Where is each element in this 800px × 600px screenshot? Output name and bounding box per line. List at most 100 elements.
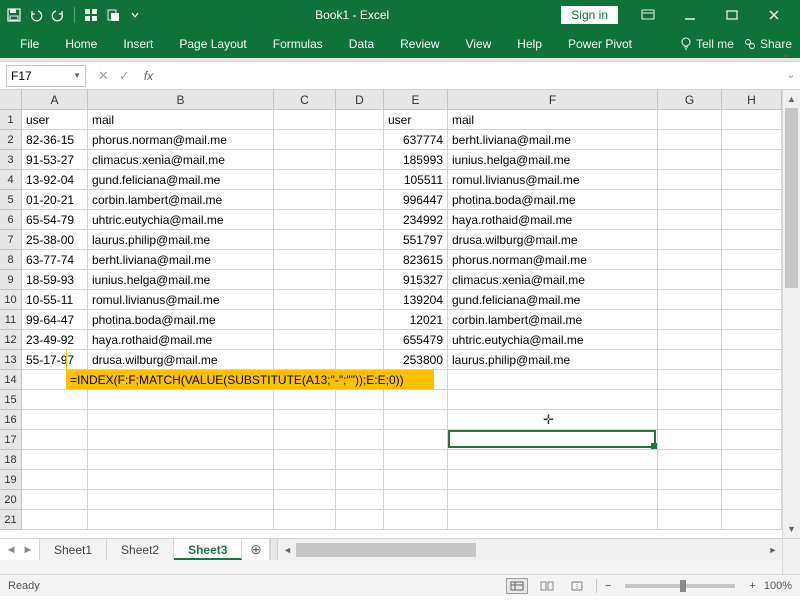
cell-H11[interactable]: [722, 310, 782, 330]
cell-C8[interactable]: [274, 250, 336, 270]
cell-A15[interactable]: [22, 390, 88, 410]
ribbon-collapse-bar[interactable]: ⌃: [0, 58, 800, 62]
cell-H17[interactable]: [722, 430, 782, 450]
cell-G10[interactable]: [658, 290, 722, 310]
cell-H14[interactable]: [722, 370, 782, 390]
cell-E15[interactable]: [384, 390, 448, 410]
fx-icon[interactable]: fx: [144, 69, 153, 83]
zoom-out-button[interactable]: −: [605, 580, 611, 592]
cell-G1[interactable]: [658, 110, 722, 130]
enter-icon[interactable]: ✓: [119, 68, 130, 84]
tab-splitter[interactable]: [270, 539, 278, 560]
cell-A17[interactable]: [22, 430, 88, 450]
sheet-tab-sheet1[interactable]: Sheet1: [40, 539, 107, 560]
nav-prev-icon[interactable]: ◄: [6, 544, 17, 556]
scroll-up-icon[interactable]: ▲: [783, 90, 800, 108]
cell-G7[interactable]: [658, 230, 722, 250]
cell-B18[interactable]: [88, 450, 274, 470]
cell-A7[interactable]: 25-38-00: [22, 230, 88, 250]
signin-button[interactable]: Sign in: [561, 6, 618, 24]
cell-D6[interactable]: [336, 210, 384, 230]
cell-F20[interactable]: [448, 490, 658, 510]
cell-H15[interactable]: [722, 390, 782, 410]
cell-F5[interactable]: photina.boda@mail.me: [448, 190, 658, 210]
row-header-4[interactable]: 4: [0, 170, 22, 190]
name-box[interactable]: F17▼: [6, 65, 86, 87]
cell-D8[interactable]: [336, 250, 384, 270]
cell-A8[interactable]: 63-77-74: [22, 250, 88, 270]
cell-H3[interactable]: [722, 150, 782, 170]
ribbon-display-icon[interactable]: [628, 3, 668, 27]
row-header-1[interactable]: 1: [0, 110, 22, 130]
cell-F18[interactable]: [448, 450, 658, 470]
minimize-icon[interactable]: [670, 3, 710, 27]
cell-F15[interactable]: [448, 390, 658, 410]
cell-H1[interactable]: [722, 110, 782, 130]
cell-G21[interactable]: [658, 510, 722, 530]
row-header-10[interactable]: 10: [0, 290, 22, 310]
formula-highlight-cell[interactable]: =INDEX(F:F;MATCH(VALUE(SUBSTITUTE(A13;"-…: [66, 370, 434, 390]
tab-file[interactable]: File: [8, 31, 51, 57]
cell-G13[interactable]: [658, 350, 722, 370]
new-sheet-button[interactable]: ⊕: [242, 539, 270, 560]
cell-E20[interactable]: [384, 490, 448, 510]
cell-B7[interactable]: laurus.philip@mail.me: [88, 230, 274, 250]
cell-D20[interactable]: [336, 490, 384, 510]
cell-H2[interactable]: [722, 130, 782, 150]
col-header-D[interactable]: D: [336, 90, 384, 110]
cell-G2[interactable]: [658, 130, 722, 150]
zoom-slider[interactable]: [625, 584, 735, 588]
zoom-value[interactable]: 100%: [764, 580, 792, 592]
row-header-21[interactable]: 21: [0, 510, 22, 530]
cell-A10[interactable]: 10-55-11: [22, 290, 88, 310]
row-header-8[interactable]: 8: [0, 250, 22, 270]
cell-B10[interactable]: romul.livianus@mail.me: [88, 290, 274, 310]
cell-G6[interactable]: [658, 210, 722, 230]
tab-home[interactable]: Home: [53, 31, 109, 57]
horizontal-scrollbar[interactable]: ◄ ►: [278, 539, 782, 560]
cell-A20[interactable]: [22, 490, 88, 510]
cell-B15[interactable]: [88, 390, 274, 410]
scroll-down-icon[interactable]: ▼: [783, 520, 800, 538]
tab-formulas[interactable]: Formulas: [261, 31, 335, 57]
nav-next-icon[interactable]: ►: [23, 544, 34, 556]
row-header-7[interactable]: 7: [0, 230, 22, 250]
hscroll-thumb[interactable]: [296, 543, 476, 557]
cell-E8[interactable]: 823615: [384, 250, 448, 270]
cell-C11[interactable]: [274, 310, 336, 330]
close-icon[interactable]: [754, 3, 794, 27]
cell-A2[interactable]: 82-36-15: [22, 130, 88, 150]
formula-input[interactable]: [161, 65, 782, 87]
cell-D3[interactable]: [336, 150, 384, 170]
cell-H9[interactable]: [722, 270, 782, 290]
cell-G4[interactable]: [658, 170, 722, 190]
view-page-break-icon[interactable]: [566, 578, 588, 594]
cell-G17[interactable]: [658, 430, 722, 450]
row-header-19[interactable]: 19: [0, 470, 22, 490]
cell-E13[interactable]: 253800: [384, 350, 448, 370]
cell-F11[interactable]: corbin.lambert@mail.me: [448, 310, 658, 330]
cell-B5[interactable]: corbin.lambert@mail.me: [88, 190, 274, 210]
cell-A5[interactable]: 01-20-21: [22, 190, 88, 210]
cell-A13[interactable]: 55-17-97: [22, 350, 88, 370]
redo-icon[interactable]: [50, 7, 66, 23]
cell-D16[interactable]: [336, 410, 384, 430]
sheet-tab-sheet3[interactable]: Sheet3: [174, 539, 242, 560]
cell-F3[interactable]: iunius.helga@mail.me: [448, 150, 658, 170]
row-header-14[interactable]: 14: [0, 370, 22, 390]
col-header-A[interactable]: A: [22, 90, 88, 110]
cell-C13[interactable]: [274, 350, 336, 370]
cell-D18[interactable]: [336, 450, 384, 470]
cell-C20[interactable]: [274, 490, 336, 510]
zoom-in-button[interactable]: +: [749, 580, 755, 592]
cell-A4[interactable]: 13-92-04: [22, 170, 88, 190]
cell-D19[interactable]: [336, 470, 384, 490]
col-header-G[interactable]: G: [658, 90, 722, 110]
cell-G19[interactable]: [658, 470, 722, 490]
undo-icon[interactable]: [28, 7, 44, 23]
cell-F17[interactable]: [448, 430, 658, 450]
cell-G11[interactable]: [658, 310, 722, 330]
cell-F2[interactable]: berht.liviana@mail.me: [448, 130, 658, 150]
vertical-scrollbar[interactable]: ▲ ▼: [782, 90, 800, 538]
cell-G14[interactable]: [658, 370, 722, 390]
